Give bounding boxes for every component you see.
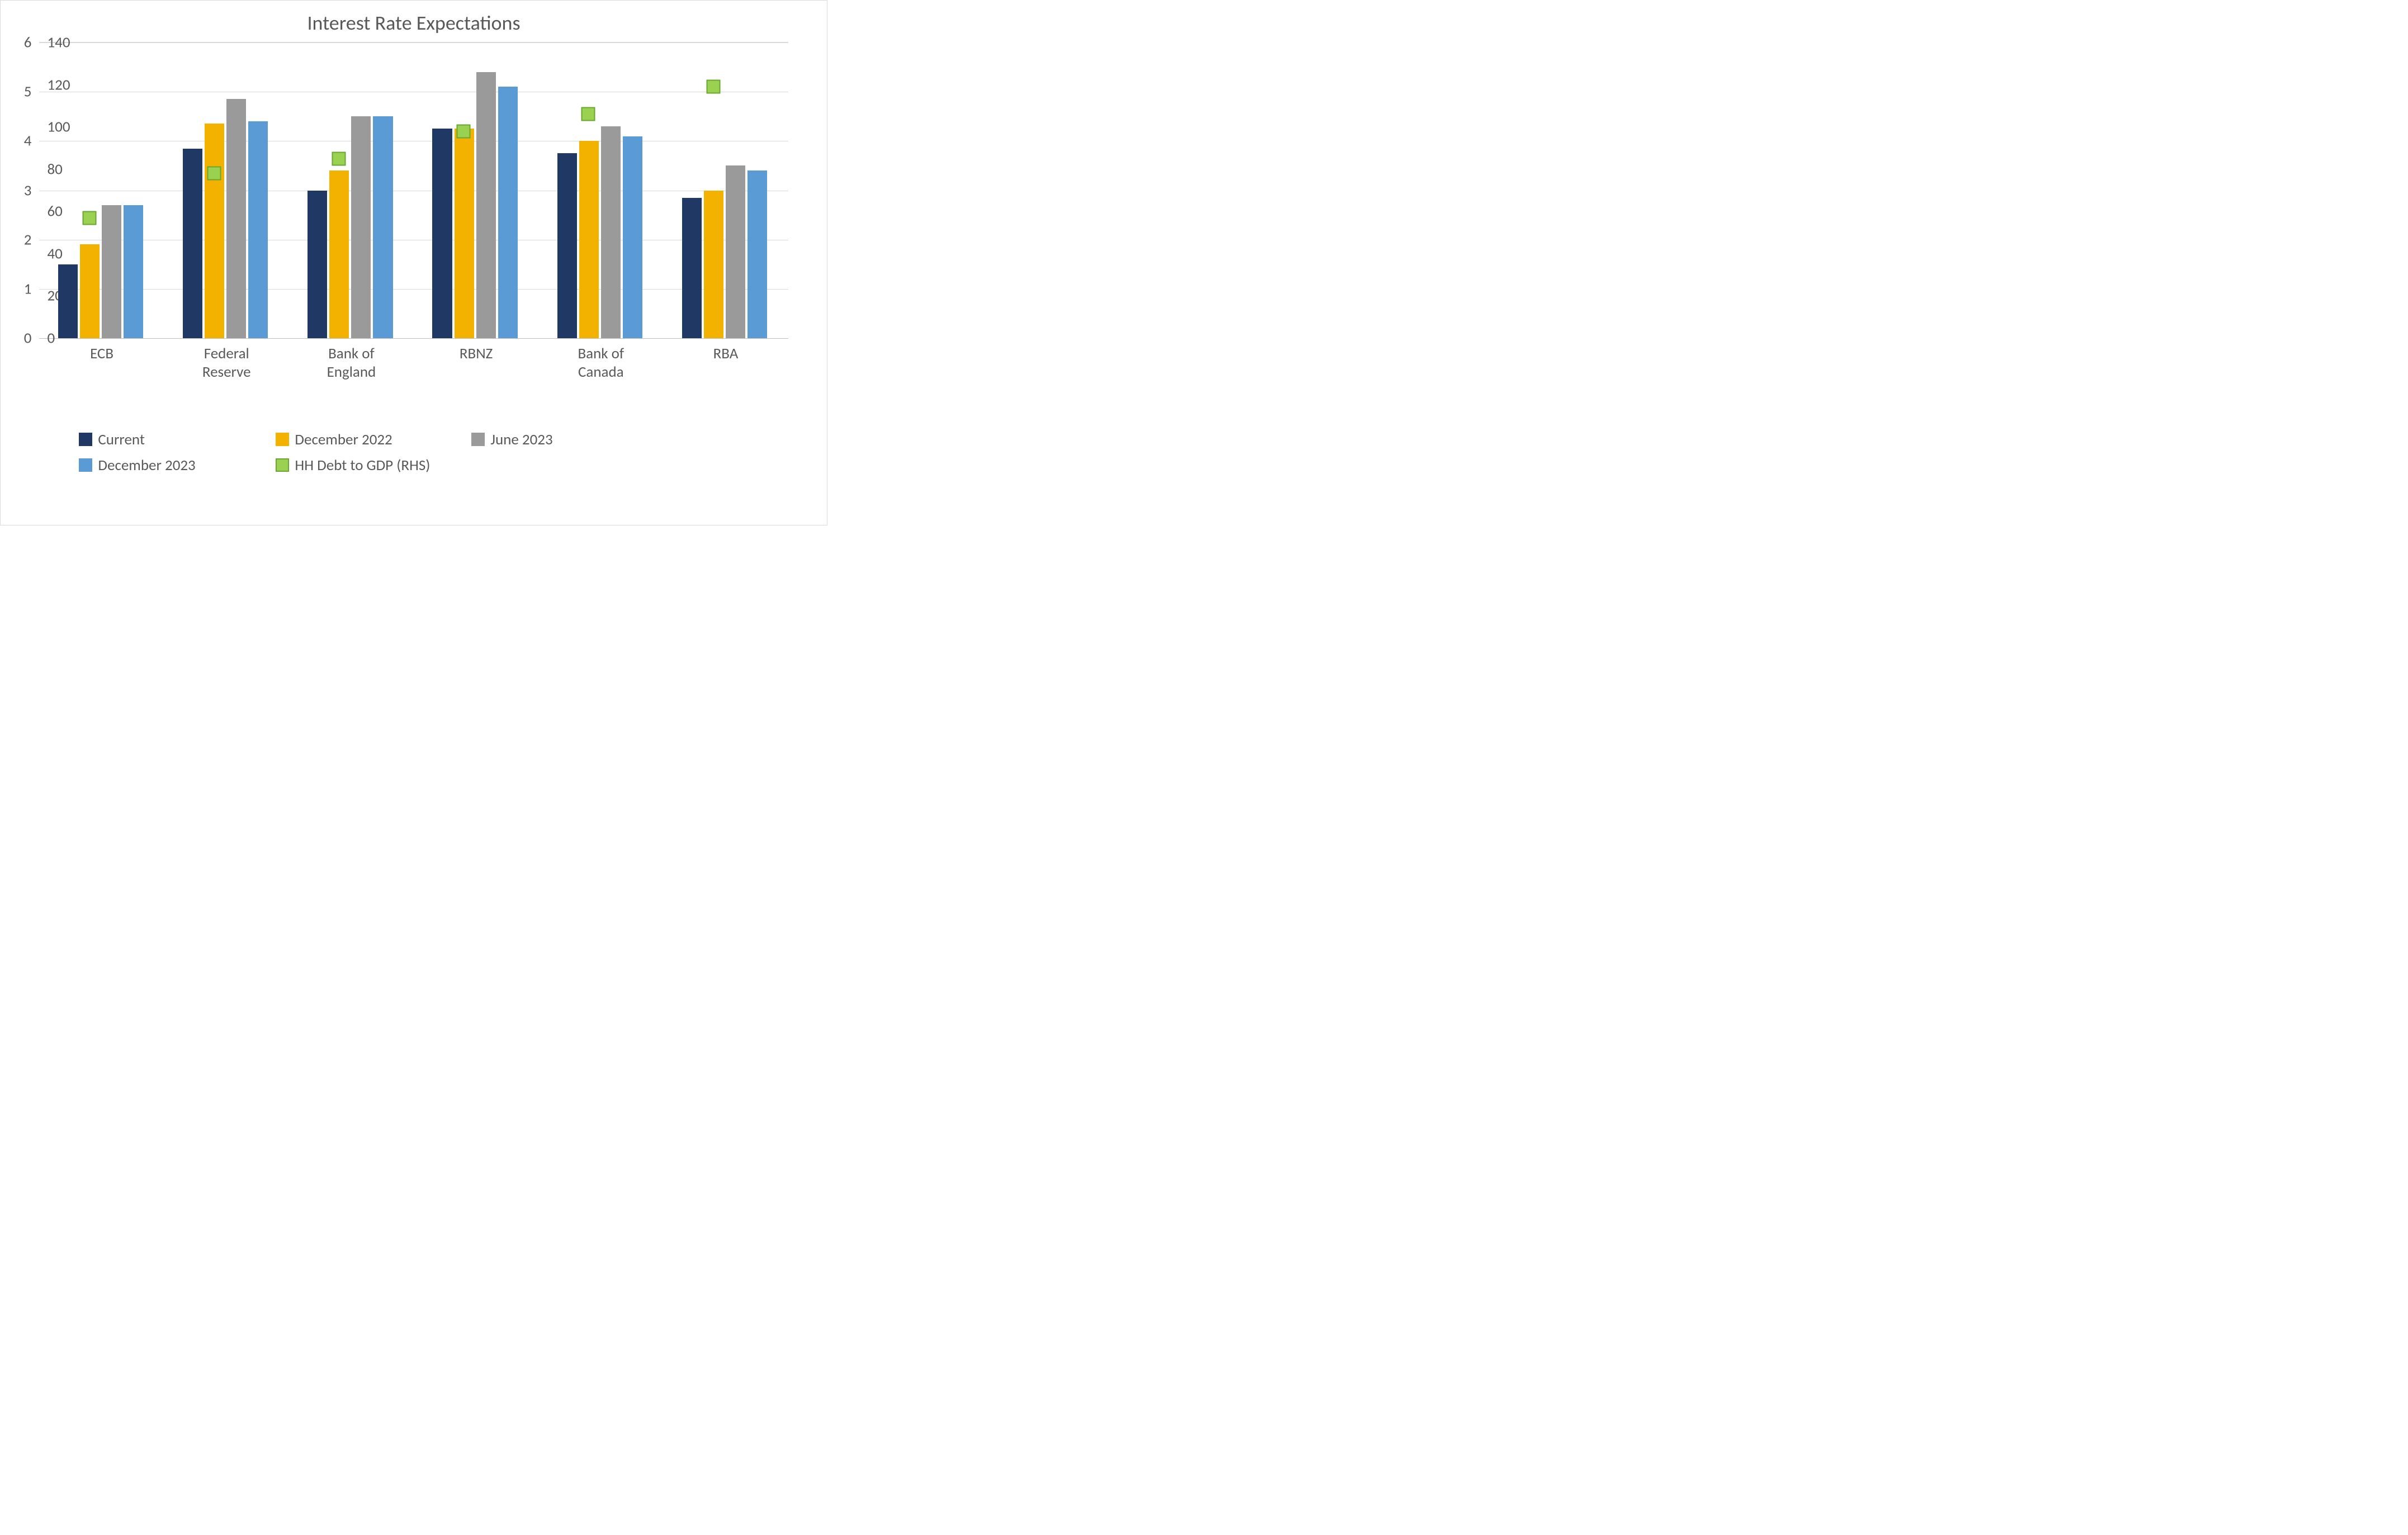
x-axis-label: RBNZ	[414, 345, 538, 382]
legend-swatch	[471, 433, 485, 446]
legend-item: June 2023	[471, 427, 667, 452]
x-axis-label: Federal Reserve	[164, 345, 289, 382]
y-left-tick: 6	[24, 34, 40, 52]
legend-swatch	[79, 433, 92, 446]
y-left-tick: 4	[24, 132, 40, 150]
y-left-tick: 0	[24, 329, 40, 348]
chart-container: Interest Rate Expectations 0123456 02040…	[0, 0, 827, 525]
legend-swatch	[276, 433, 289, 446]
hh-debt-marker	[207, 167, 221, 181]
legend-item: HH Debt to GDP (RHS)	[276, 452, 471, 478]
legend-swatch	[79, 458, 92, 472]
x-axis-labels: ECBFederal ReserveBank of EnglandRBNZBan…	[39, 345, 788, 382]
hh-debt-marker	[82, 211, 96, 225]
legend-label: Current	[98, 430, 144, 449]
hh-debt-marker	[457, 124, 471, 138]
plot-area: 0123456 020406080100120140 ECBFederal Re…	[39, 42, 788, 338]
hh-debt-markers	[39, 42, 788, 338]
x-axis-label: Bank of England	[289, 345, 414, 382]
y-left-tick: 2	[24, 230, 40, 249]
legend-label: December 2022	[295, 430, 392, 449]
y-left-tick: 1	[24, 279, 40, 298]
hh-debt-marker	[581, 107, 595, 121]
legend-label: June 2023	[490, 430, 552, 449]
y-left-tick: 3	[24, 181, 40, 200]
legend-label: HH Debt to GDP (RHS)	[295, 456, 430, 475]
legend-row: Current December 2022 June 2023	[79, 427, 667, 452]
legend-item: December 2023	[79, 452, 276, 478]
x-axis-label: RBA	[663, 345, 788, 382]
hh-debt-marker	[332, 151, 346, 165]
x-axis-label: ECB	[39, 345, 164, 382]
legend: Current December 2022 June 2023 December 20…	[79, 427, 667, 478]
y-left-tick: 5	[24, 83, 40, 101]
x-axis-label: Bank of Canada	[538, 345, 663, 382]
legend-label: December 2023	[98, 456, 195, 475]
legend-item: December 2022	[276, 427, 471, 452]
chart-title: Interest Rate Expectations	[1, 1, 827, 35]
baseline	[39, 338, 788, 339]
hh-debt-marker	[706, 80, 720, 94]
legend-row: December 2023 HH Debt to GDP (RHS)	[79, 452, 667, 478]
legend-marker-swatch	[276, 458, 289, 472]
legend-item: Current	[79, 427, 276, 452]
